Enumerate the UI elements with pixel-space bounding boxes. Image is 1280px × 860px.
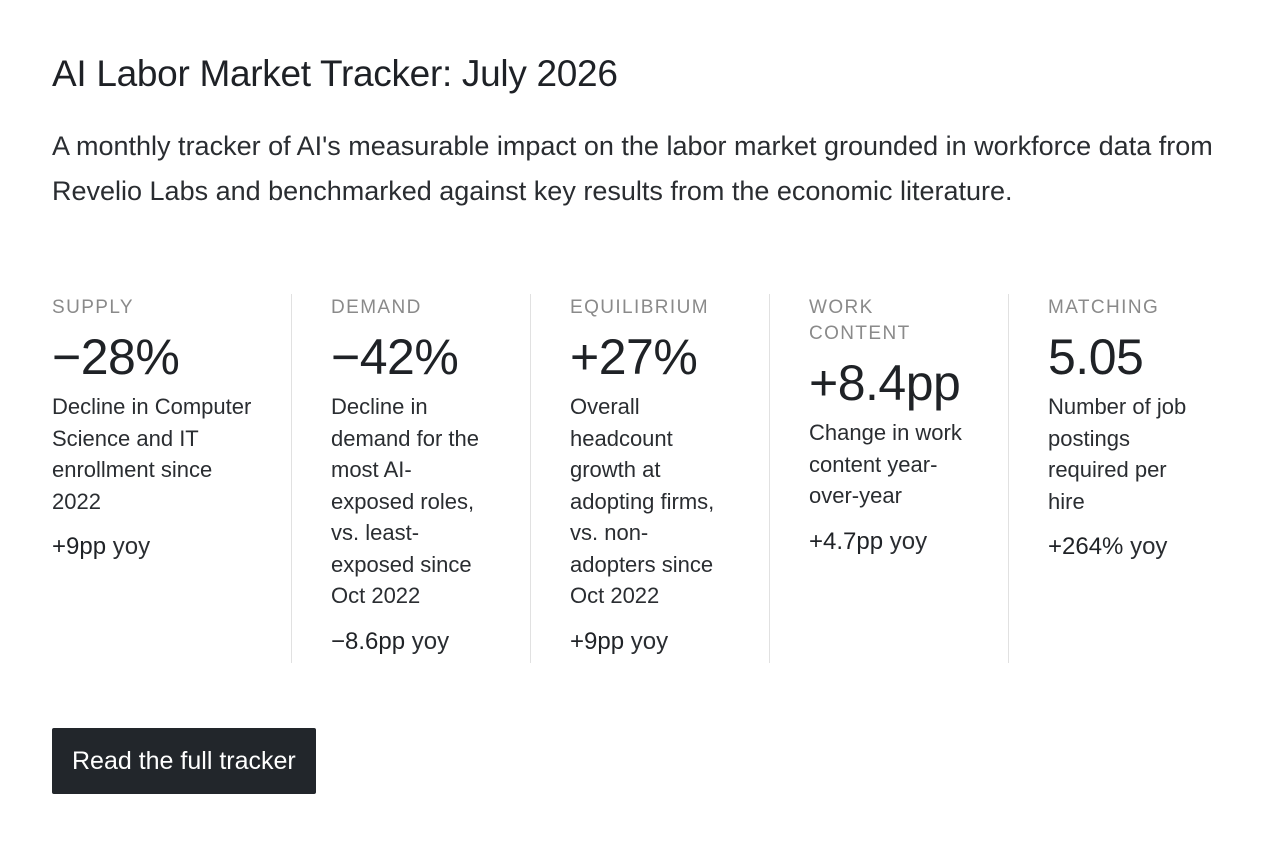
stat-label: DEMAND [331,297,422,318]
stat-description: Decline in Computer Science and IT enrol… [52,394,252,514]
stat-change: +9pp yoy [570,626,731,658]
stat-supply: SUPPLY −28% Decline in Computer Science … [52,294,291,663]
stat-description: Overall headcount growth at adopting fir… [570,394,715,608]
stat-change: +4.7pp yoy [809,526,970,558]
stat-change-value: +9pp [52,533,107,560]
stat-change-unit: yoy [1130,533,1168,560]
stat-change-value: +9pp [570,627,625,655]
stat-demand: DEMAND −42% Decline in demand for the mo… [291,294,530,663]
stat-work-content: WORK CONTENT +8.4pp Change in work conte… [769,294,1008,663]
stat-change: +264% yoy [1048,531,1209,563]
stat-change-unit: yoy [411,627,450,655]
stat-label: SUPPLY [52,297,134,318]
page-title: AI Labor Market Tracker: July 2026 [52,53,618,94]
stat-value: +8.4pp [809,355,961,411]
stat-change-value: −8.6pp [331,627,406,655]
stat-value: 5.05 [1048,329,1144,385]
stat-label: WORK CONTENT [809,297,911,344]
stat-description: Decline in demand for the most AI-expose… [331,394,479,608]
page-subtitle: A monthly tracker of AI's measurable imp… [52,131,1213,206]
stat-value: +27% [570,329,698,385]
stat-description: Number of job postings required per hire [1048,394,1187,514]
stat-change-value: +264% [1048,533,1124,560]
stat-description: Change in work content year-over-year [809,420,962,508]
stat-matching: MATCHING 5.05 Number of job postings req… [1008,294,1247,663]
stat-label: MATCHING [1048,297,1160,318]
stat-change-unit: yoy [112,533,151,560]
stat-change: +9pp yoy [52,531,253,563]
stat-value: −28% [52,329,180,385]
read-full-tracker-button[interactable]: Read the full tracker [52,728,316,794]
stat-equilibrium: EQUILIBRIUM +27% Overall headcount growt… [530,294,769,663]
stat-label: EQUILIBRIUM [570,297,709,318]
stat-change-value: +4.7pp [809,527,884,555]
stats-row: SUPPLY −28% Decline in Computer Science … [52,294,1247,663]
stat-change-unit: yoy [630,627,669,655]
stat-change: −8.6pp yoy [331,626,492,658]
stat-value: −42% [331,329,459,385]
stat-change-unit: yoy [889,527,928,555]
